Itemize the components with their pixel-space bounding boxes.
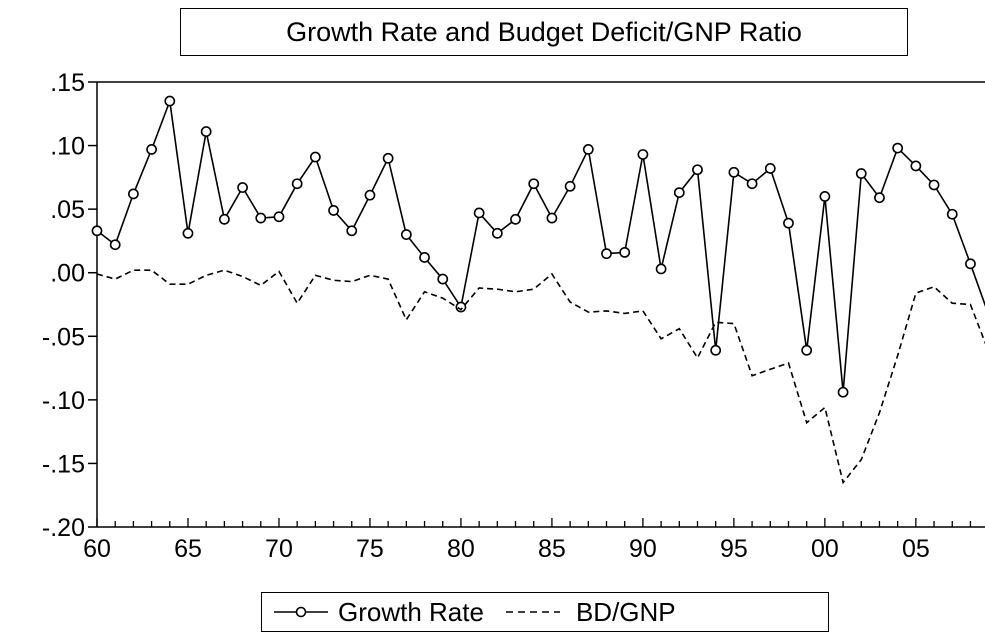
data-point-growth-rate xyxy=(655,263,667,275)
y-tick-label: .00 xyxy=(50,260,85,288)
data-point-growth-rate xyxy=(764,163,776,174)
data-point-growth-rate xyxy=(109,239,121,251)
data-point-growth-rate xyxy=(346,225,358,237)
data-point-growth-rate xyxy=(164,95,176,107)
data-point-growth-rate xyxy=(546,212,558,224)
x-tick-label: 05 xyxy=(902,535,930,563)
data-point-growth-rate xyxy=(637,149,649,160)
x-tick-label: 90 xyxy=(629,535,657,563)
data-point-growth-rate xyxy=(364,189,376,201)
data-point-growth-rate xyxy=(455,301,467,313)
data-point-growth-rate xyxy=(400,229,412,240)
x-tick-label: 85 xyxy=(538,535,566,563)
x-tick-label: 65 xyxy=(174,535,202,563)
data-point-growth-rate xyxy=(127,188,139,200)
y-tick-label: -.05 xyxy=(42,323,85,351)
y-tick-label: -.15 xyxy=(42,450,85,478)
data-point-growth-rate xyxy=(728,166,740,178)
x-tick-label: 75 xyxy=(356,535,384,563)
x-tick-label: 00 xyxy=(811,535,839,563)
data-point-growth-rate xyxy=(419,252,430,263)
data-point-growth-rate xyxy=(946,208,958,220)
data-point-growth-rate xyxy=(673,187,685,199)
data-point-growth-rate xyxy=(309,151,321,163)
data-point-growth-rate xyxy=(582,143,594,155)
data-point-growth-rate xyxy=(619,246,631,258)
data-point-growth-rate xyxy=(528,178,540,190)
data-point-growth-rate xyxy=(564,180,576,192)
data-point-growth-rate xyxy=(510,213,521,225)
data-point-growth-rate xyxy=(855,168,867,179)
x-tick-label: 80 xyxy=(447,535,475,563)
legend-item-bd-gnp: BD/GNP xyxy=(504,597,676,628)
data-point-growth-rate xyxy=(382,152,394,164)
y-tick-label: -.20 xyxy=(42,514,85,542)
data-point-growth-rate xyxy=(910,160,922,172)
data-point-growth-rate xyxy=(491,227,503,239)
data-point-growth-rate xyxy=(255,212,267,224)
x-tick-label: 70 xyxy=(265,535,293,563)
data-point-growth-rate xyxy=(874,192,885,204)
data-point-growth-rate xyxy=(783,217,794,229)
data-point-growth-rate xyxy=(218,213,230,225)
data-point-growth-rate xyxy=(746,178,758,190)
data-point-growth-rate xyxy=(837,386,849,398)
data-point-growth-rate xyxy=(473,207,485,219)
data-point-growth-rate xyxy=(692,164,703,176)
series-line-growth-rate xyxy=(97,100,985,393)
data-point-growth-rate xyxy=(928,179,940,191)
series-line-bd-gnp xyxy=(97,269,985,485)
data-point-growth-rate xyxy=(328,205,339,216)
chart-title: Growth Rate and Budget Deficit/GNP Ratio xyxy=(180,8,908,56)
chart-legend: Growth Rate BD/GNP xyxy=(261,592,829,632)
data-point-growth-rate xyxy=(146,143,157,155)
y-tick-label: -.10 xyxy=(42,387,85,415)
chart-series xyxy=(91,95,985,485)
chart-title-text: Growth Rate and Budget Deficit/GNP Ratio xyxy=(286,16,802,47)
data-point-growth-rate xyxy=(965,258,976,270)
legend-growth-rate-marker xyxy=(274,606,328,618)
y-tick-label: .10 xyxy=(50,133,85,161)
data-point-growth-rate xyxy=(200,126,212,137)
y-tick-label: .05 xyxy=(50,196,85,224)
data-point-growth-rate xyxy=(710,344,722,356)
data-point-growth-rate xyxy=(273,211,285,223)
data-point-growth-rate xyxy=(892,142,904,154)
data-point-growth-rate xyxy=(819,191,831,202)
data-point-growth-rate xyxy=(601,248,612,260)
data-point-growth-rate xyxy=(182,227,194,239)
y-tick-label: .15 xyxy=(50,69,85,97)
legend-label-growth-rate: Growth Rate xyxy=(338,596,484,627)
legend-item-growth-rate: Growth Rate xyxy=(272,597,484,628)
data-point-growth-rate xyxy=(801,344,813,356)
x-tick-label: 95 xyxy=(720,535,748,563)
data-point-growth-rate xyxy=(437,273,449,285)
data-point-growth-rate xyxy=(91,225,103,237)
x-tick-label: 60 xyxy=(83,535,111,563)
legend-label-bd-gnp: BD/GNP xyxy=(575,596,676,627)
legend-bd-gnp-line xyxy=(505,611,560,613)
data-point-growth-rate xyxy=(237,182,248,193)
data-point-growth-rate xyxy=(291,178,303,190)
